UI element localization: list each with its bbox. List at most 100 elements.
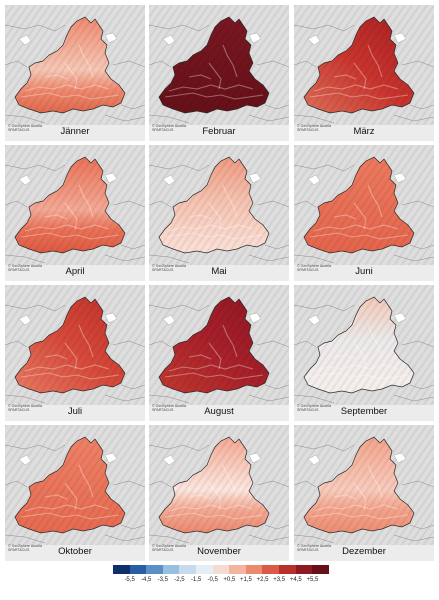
month-label: Juli [67,406,83,417]
map-credit: © GeoSphere Austria SPARTACUS [297,124,337,132]
credit-line-2: SPARTACUS [297,548,319,553]
legend-color-bar [113,565,329,574]
map-credit: © GeoSphere Austria SPARTACUS [8,404,48,412]
legend-tick-label: -2,5 [174,577,185,583]
map-grid: © GeoSphere Austria SPARTACUS Jänner © GeoS… [5,5,434,561]
credit-line-1: © GeoSphere Austria [152,544,187,548]
map-credit: © GeoSphere Austria SPARTACUS [152,544,192,552]
temperature-map [294,285,434,405]
legend-tick-label: -5,5 [124,577,135,583]
month-label: Jänner [60,126,90,137]
credit-line-1: © GeoSphere Austria [297,264,332,268]
credit-line-1: © GeoSphere Austria [152,264,187,268]
temperature-map [5,5,145,125]
credit-line-2: SPARTACUS [152,548,174,553]
month-label: Oktober [58,546,92,557]
credit-line-2: SPARTACUS [297,128,319,133]
legend-tick-label: +3,5 [273,577,286,583]
color-legend: -5,5 -4,5 -3,5 -2,5 -1,5 -0,5 +0,5 +1,5 +2,5 +3,5… [113,565,329,593]
month-label: Februar [202,126,236,137]
credit-line-1: © GeoSphere Austria [297,404,332,408]
legend-swatch [113,565,130,574]
map-credit: © GeoSphere Austria SPARTACUS [8,124,48,132]
month-label: April [65,266,85,277]
month-label: November [197,546,241,557]
legend-tick-label: +1,5 [239,577,252,583]
map-panel-september: © GeoSphere Austria SPARTACUS September [294,285,434,421]
month-label: März [353,126,375,137]
legend-tick-label: +5,5 [306,577,319,583]
legend-swatch [162,565,180,574]
legend-swatch [212,565,230,574]
credit-line-1: © GeoSphere Austria [297,124,332,128]
legend-tick-label: +0,5 [223,577,236,583]
legend-swatch [312,565,329,574]
legend-swatch [295,565,313,574]
credit-line-2: SPARTACUS [8,128,30,133]
legend-swatch [146,565,163,574]
map-panel-dezember: © GeoSphere Austria SPARTACUS Dezember [294,425,434,561]
temperature-map [5,285,145,405]
month-label: Mai [211,266,227,277]
legend-tick-label: +4,5 [289,577,302,583]
credit-line-2: SPARTACUS [8,268,30,273]
legend-tick-label: -3,5 [157,577,169,583]
credit-line-2: SPARTACUS [8,408,30,413]
month-label: August [204,406,234,417]
map-credit: © GeoSphere Austria SPARTACUS [297,544,337,552]
legend-swatch [245,565,263,574]
map-credit: © GeoSphere Austria SPARTACUS [152,124,192,132]
legend-swatch [262,565,280,574]
temperature-map [294,425,434,545]
map-panel-märz: © GeoSphere Austria SPARTACUS März [294,5,434,141]
temperature-map [149,145,289,265]
credit-line-2: SPARTACUS [297,268,319,273]
legend-swatch [129,565,147,574]
map-panel-oktober: © GeoSphere Austria SPARTACUS Oktober [5,425,145,561]
credit-line-2: SPARTACUS [152,408,174,413]
credit-line-1: © GeoSphere Austria [8,264,43,268]
legend-swatch [196,565,213,574]
legend-tick-label: -0,5 [207,577,218,583]
month-label: September [340,406,388,417]
credit-line-2: SPARTACUS [8,548,30,553]
temperature-map [294,5,434,125]
credit-line-2: SPARTACUS [152,128,174,133]
credit-line-2: SPARTACUS [152,268,174,273]
credit-line-1: © GeoSphere Austria [152,404,187,408]
month-label: Juni [355,266,373,277]
legend-tick-labels: -5,5 -4,5 -3,5 -2,5 -1,5 -0,5 +0,5 +1,5 +2,5 +3,5… [113,577,329,587]
temperature-map [149,425,289,545]
legend-swatch [229,565,246,574]
credit-line-1: © GeoSphere Austria [297,544,332,548]
temperature-map [149,5,289,125]
credit-line-1: © GeoSphere Austria [8,124,43,128]
temperature-map [5,425,145,545]
map-panel-juni: © GeoSphere Austria SPARTACUS Juni [294,145,434,281]
map-credit: © GeoSphere Austria SPARTACUS [8,264,48,272]
credit-line-1: © GeoSphere Austria [152,124,187,128]
map-credit: © GeoSphere Austria SPARTACUS [152,404,192,412]
legend-tick-label: -4,5 [141,577,152,583]
map-credit: © GeoSphere Austria SPARTACUS [152,264,192,272]
map-panel-august: © GeoSphere Austria SPARTACUS August [149,285,289,421]
temperature-map [149,285,289,405]
legend-swatch [279,565,296,574]
legend-swatch [179,565,197,574]
map-panel-april: © GeoSphere Austria SPARTACUS April [5,145,145,281]
legend-tick-label: +2,5 [256,577,269,583]
map-panel-februar: © GeoSphere Austria SPARTACUS Februar [149,5,289,141]
legend-tick-label: -1,5 [190,577,202,583]
map-panel-jänner: © GeoSphere Austria SPARTACUS Jänner [5,5,145,141]
map-credit: © GeoSphere Austria SPARTACUS [297,404,337,412]
map-panel-november: © GeoSphere Austria SPARTACUS November [149,425,289,561]
map-credit: © GeoSphere Austria SPARTACUS [297,264,337,272]
credit-line-1: © GeoSphere Austria [8,404,43,408]
map-panel-mai: © GeoSphere Austria SPARTACUS Mai [149,145,289,281]
month-label: Dezember [342,546,386,557]
credit-line-1: © GeoSphere Austria [8,544,43,548]
map-panel-juli: © GeoSphere Austria SPARTACUS Juli [5,285,145,421]
map-credit: © GeoSphere Austria SPARTACUS [8,544,48,552]
temperature-map [294,145,434,265]
credit-line-2: SPARTACUS [297,408,319,413]
